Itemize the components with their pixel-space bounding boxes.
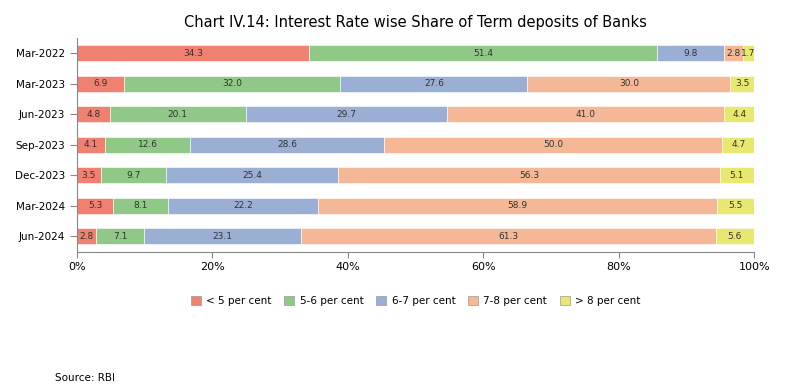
Bar [113, 198, 168, 214]
Text: 23.1: 23.1 [212, 232, 232, 241]
Bar [341, 76, 528, 92]
Text: 7.1: 7.1 [113, 232, 127, 241]
Bar [77, 167, 100, 183]
Text: 9.8: 9.8 [684, 49, 698, 58]
Bar [657, 45, 724, 61]
Text: 5.1: 5.1 [730, 171, 744, 180]
Text: 9.7: 9.7 [126, 171, 141, 180]
Bar [301, 228, 716, 244]
Bar [110, 106, 246, 122]
Text: 27.6: 27.6 [424, 79, 444, 89]
Text: 29.7: 29.7 [336, 110, 356, 119]
Bar [190, 137, 384, 153]
Bar [743, 45, 754, 61]
Text: 5.6: 5.6 [728, 232, 742, 241]
Bar [720, 167, 754, 183]
Bar [447, 106, 725, 122]
Text: 5.5: 5.5 [728, 201, 743, 210]
Bar [105, 137, 190, 153]
Bar [246, 106, 447, 122]
Bar [168, 198, 318, 214]
Text: 2.8: 2.8 [726, 49, 740, 58]
Text: 58.9: 58.9 [507, 201, 528, 210]
Text: 56.3: 56.3 [519, 171, 539, 180]
Bar [731, 76, 754, 92]
Title: Chart IV.14: Interest Rate wise Share of Term deposits of Banks: Chart IV.14: Interest Rate wise Share of… [184, 15, 647, 30]
Text: 1.7: 1.7 [741, 49, 756, 58]
Bar [318, 198, 717, 214]
Bar [166, 167, 338, 183]
Text: 4.1: 4.1 [84, 141, 98, 149]
Text: 32.0: 32.0 [222, 79, 242, 89]
Bar [717, 198, 754, 214]
Bar [100, 167, 166, 183]
Bar [528, 76, 731, 92]
Text: 4.7: 4.7 [731, 141, 746, 149]
Text: 34.3: 34.3 [183, 49, 203, 58]
Text: 12.6: 12.6 [137, 141, 158, 149]
Text: 28.6: 28.6 [277, 141, 297, 149]
Bar [309, 45, 657, 61]
Bar [338, 167, 720, 183]
Text: 4.4: 4.4 [732, 110, 747, 119]
Bar [77, 106, 110, 122]
Text: 2.8: 2.8 [79, 232, 93, 241]
Text: 3.5: 3.5 [82, 171, 96, 180]
Text: 51.4: 51.4 [473, 49, 493, 58]
Text: 25.4: 25.4 [243, 171, 262, 180]
Text: 50.0: 50.0 [543, 141, 563, 149]
Bar [77, 45, 309, 61]
Text: 30.0: 30.0 [619, 79, 639, 89]
Bar [77, 76, 124, 92]
Bar [77, 228, 96, 244]
Text: 61.3: 61.3 [498, 232, 518, 241]
Bar [77, 198, 113, 214]
Bar [725, 106, 754, 122]
Bar [96, 228, 144, 244]
Bar [144, 228, 301, 244]
Text: 8.1: 8.1 [133, 201, 148, 210]
Bar [716, 228, 754, 244]
Bar [77, 137, 105, 153]
Text: 22.2: 22.2 [233, 201, 253, 210]
Text: 4.8: 4.8 [86, 110, 100, 119]
Text: Source: RBI: Source: RBI [55, 373, 115, 383]
Text: 5.3: 5.3 [88, 201, 102, 210]
Bar [722, 137, 754, 153]
Text: 20.1: 20.1 [168, 110, 188, 119]
Text: 6.9: 6.9 [93, 79, 108, 89]
Bar [384, 137, 722, 153]
Bar [124, 76, 341, 92]
Legend: < 5 per cent, 5-6 per cent, 6-7 per cent, 7-8 per cent, > 8 per cent: < 5 per cent, 5-6 per cent, 6-7 per cent… [186, 292, 644, 310]
Text: 3.5: 3.5 [735, 79, 750, 89]
Text: 41.0: 41.0 [575, 110, 596, 119]
Bar [724, 45, 743, 61]
